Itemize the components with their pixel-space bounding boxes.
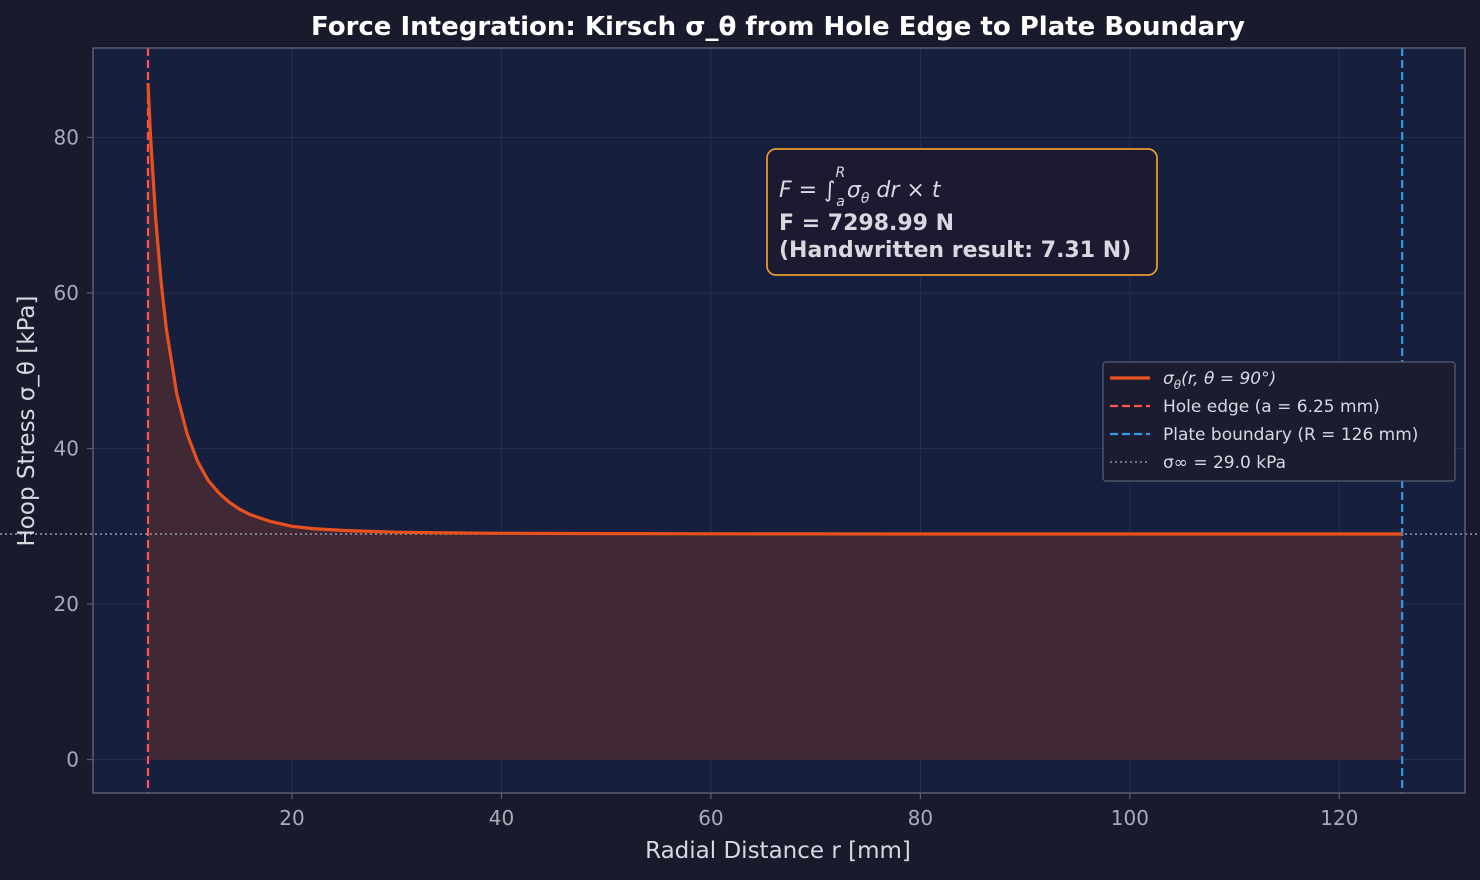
x-tick-label: 40 — [489, 806, 514, 830]
legend-frame — [1102, 361, 1456, 482]
y-tick-label: 80 — [54, 125, 79, 149]
chart-title: Force Integration: Kirsch σ_θ from Hole … — [311, 12, 1245, 42]
legend-label-hole-edge: Hole edge (a = 6.25 mm) — [1163, 397, 1380, 417]
y-axis-label: Hoop Stress σ_θ [kPa] — [14, 295, 40, 546]
legend-label-series: σθ(r, θ = 90°) — [1163, 369, 1276, 392]
annotation-formula: F = ∫R aσθ dr × t — [779, 165, 942, 210]
annotation-box: F = ∫R aσθ dr × t F = 7298.99 N (Handwrit… — [766, 148, 1158, 276]
legend: σθ(r, θ = 90°) Hole edge (a = 6.25 mm) P… — [1102, 361, 1456, 482]
x-tick-label: 60 — [698, 806, 723, 830]
x-tick-label: 120 — [1320, 806, 1358, 830]
legend-label-sigma-infinity: σ∞ = 29.0 kPa — [1163, 453, 1286, 473]
x-axis-label: Radial Distance r [mm] — [645, 838, 911, 864]
y-tick-label: 60 — [54, 281, 79, 305]
x-tick-label: 100 — [1111, 806, 1149, 830]
annotation-result: F = 7298.99 N — [779, 211, 954, 236]
y-axis-ticks: 0 20 40 60 80 — [54, 125, 93, 772]
hoop-stress-series-line — [146, 82, 1403, 536]
x-tick-label: 80 — [908, 806, 933, 830]
area-under-curve — [148, 83, 1403, 760]
annotation-note: (Handwritten result: 7.31 N) — [779, 238, 1131, 263]
x-axis-ticks: 20 40 60 80 100 120 — [279, 793, 1358, 830]
legend-label-plate-boundary: Plate boundary (R = 126 mm) — [1163, 425, 1418, 445]
y-tick-label: 20 — [54, 592, 79, 616]
y-tick-label: 40 — [54, 436, 79, 460]
annotation-frame — [766, 148, 1158, 276]
y-tick-label: 0 — [66, 748, 79, 772]
plot-frame — [92, 47, 1466, 794]
x-tick-label: 20 — [279, 806, 304, 830]
